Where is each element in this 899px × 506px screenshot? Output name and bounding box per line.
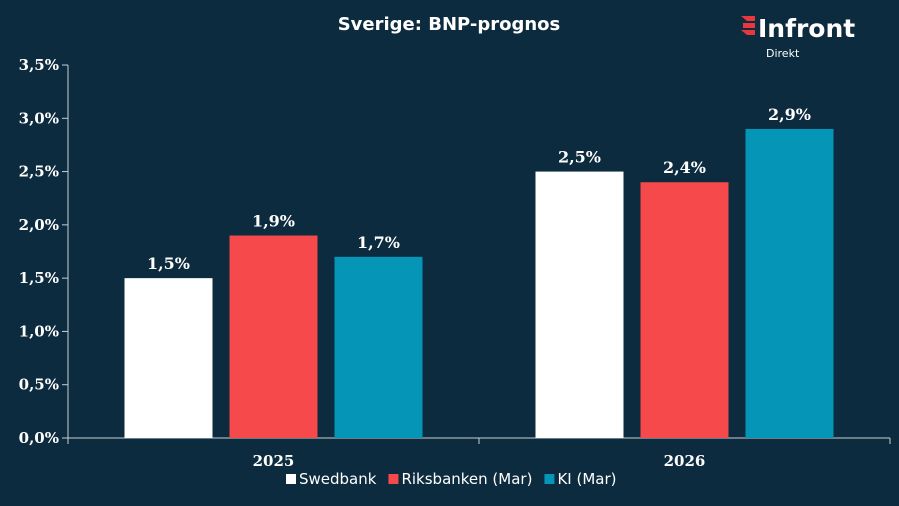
y-tick-label: 1,0% bbox=[19, 322, 59, 340]
infront-logo: Infront Direkt bbox=[741, 14, 855, 60]
data-label: 1,5% bbox=[147, 254, 190, 273]
legend-swatch bbox=[286, 474, 296, 484]
legend-label: Swedbank bbox=[299, 470, 377, 488]
data-label: 1,9% bbox=[252, 212, 295, 231]
y-tick-label: 2,0% bbox=[19, 216, 59, 234]
bar bbox=[334, 256, 423, 438]
x-category-label: 2025 bbox=[253, 452, 295, 470]
bar bbox=[229, 235, 318, 438]
data-label: 1,7% bbox=[357, 233, 400, 252]
data-label: 2,4% bbox=[663, 158, 706, 177]
y-tick-label: 0,5% bbox=[19, 376, 59, 394]
data-label: 2,5% bbox=[558, 148, 601, 167]
bar bbox=[745, 128, 834, 438]
legend: Swedbank Riksbanken (Mar) KI (Mar) bbox=[286, 470, 616, 488]
x-axis: 2025 2026 bbox=[67, 437, 891, 470]
logo-name: Infront bbox=[758, 14, 855, 43]
legend-swatch bbox=[544, 474, 555, 484]
bars bbox=[124, 128, 834, 439]
bar bbox=[535, 171, 624, 439]
legend-label: Riksbanken (Mar) bbox=[401, 470, 532, 488]
data-label: 2,9% bbox=[768, 105, 811, 124]
legend-label: KI (Mar) bbox=[557, 470, 616, 488]
legend-swatch bbox=[388, 474, 399, 484]
bar bbox=[640, 182, 729, 438]
y-axis: 0,0% 0,5% 1,0% 1,5% 2,0% 2,5% 3,0% 3,5% bbox=[19, 56, 69, 447]
logo-subtitle: Direkt bbox=[766, 47, 800, 60]
y-tick-label: 2,5% bbox=[19, 163, 59, 181]
data-labels: 1,5% 1,9% 1,7% 2,5% 2,4% 2,9% bbox=[147, 105, 811, 273]
y-tick-label: 3,0% bbox=[19, 109, 59, 127]
x-category-label: 2026 bbox=[664, 452, 706, 470]
bar bbox=[124, 278, 213, 438]
y-tick-label: 3,5% bbox=[19, 56, 59, 74]
y-tick-label: 0,0% bbox=[19, 429, 59, 447]
y-tick-label: 1,5% bbox=[19, 269, 59, 287]
infront-logo-icon bbox=[741, 16, 755, 35]
chart-title: Sverige: BNP-prognos bbox=[338, 14, 561, 35]
